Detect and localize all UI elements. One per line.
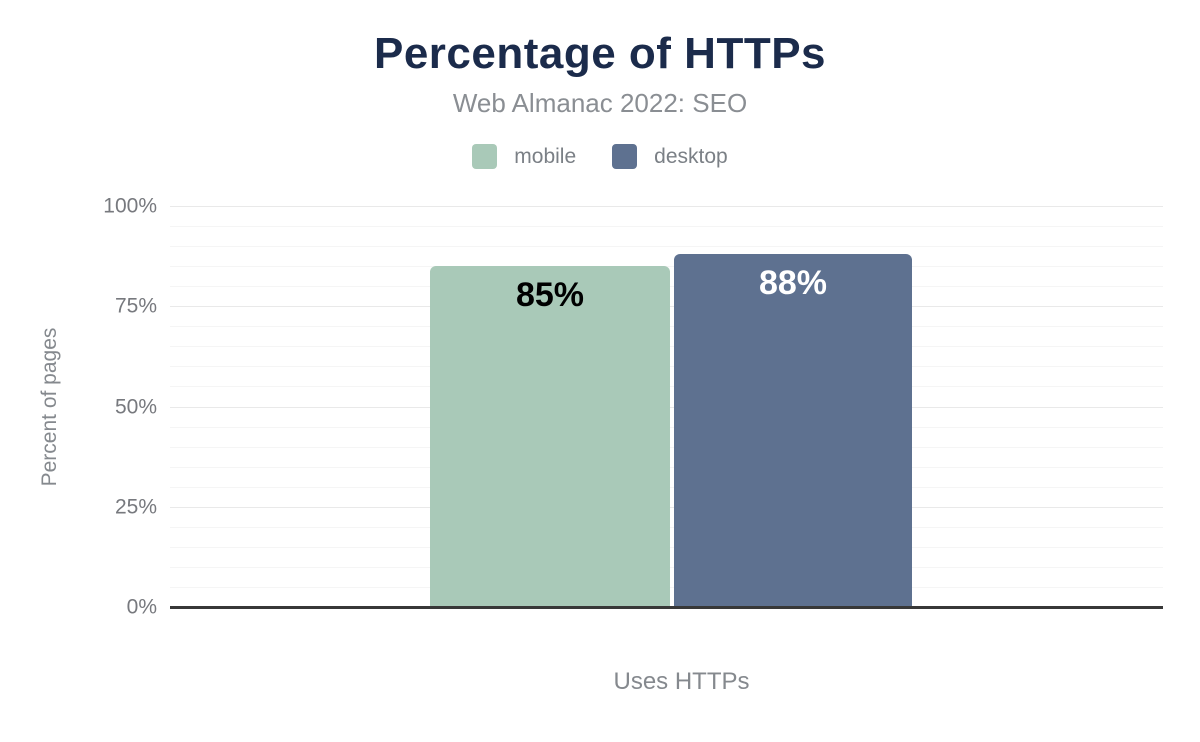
legend-item-mobile: mobile (472, 144, 576, 169)
x-axis-line (170, 606, 1163, 609)
y-tick-label: 100% (103, 194, 157, 218)
legend: mobile desktop (0, 144, 1200, 169)
gridline-minor (170, 226, 1163, 227)
gridline-minor (170, 246, 1163, 247)
legend-item-desktop: desktop (612, 144, 728, 169)
y-axis-ticks: 0% 25% 50% 75% 100% (0, 196, 157, 618)
legend-label-mobile: mobile (514, 144, 577, 168)
legend-swatch-desktop (612, 144, 638, 169)
chart-subtitle: Web Almanac 2022: SEO (452, 88, 748, 118)
y-tick-label: 75% (114, 294, 157, 318)
y-tick-label: 0% (126, 595, 157, 619)
bar-mobile: 85% (430, 266, 670, 607)
legend-label-desktop: desktop (654, 144, 728, 168)
y-tick-label: 50% (114, 395, 157, 419)
plot-area: 85% 88% (170, 206, 1163, 607)
y-tick-label: 25% (114, 495, 157, 519)
x-axis-title: Uses HTTPs (613, 668, 750, 695)
legend-swatch-mobile (472, 144, 498, 169)
chart-title: Percentage of HTTPs (373, 29, 827, 78)
bar-value-label-desktop: 88% (758, 264, 828, 302)
bar-desktop: 88% (674, 254, 912, 607)
gridline-major (170, 206, 1163, 207)
bar-value-label-mobile: 85% (515, 276, 585, 314)
